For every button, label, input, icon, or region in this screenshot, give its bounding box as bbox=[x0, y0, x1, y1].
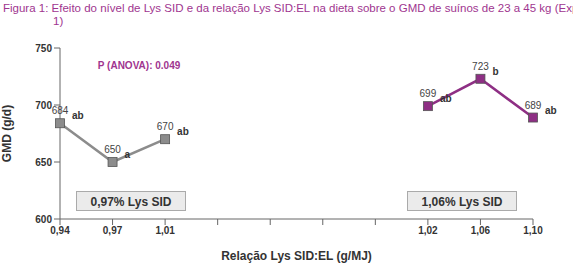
svg-text:GMD (g/d): GMD (g/d) bbox=[8, 105, 14, 162]
svg-text:0,97: 0,97 bbox=[103, 225, 123, 236]
svg-text:1,06: 1,06 bbox=[471, 225, 491, 236]
svg-text:723: 723 bbox=[472, 61, 489, 72]
html-text:0,97% Lys SID: 0,97% Lys SID bbox=[90, 195, 172, 209]
svg-text:Relação Lys SID:EL (g/MJ): Relação Lys SID:EL (g/MJ) bbox=[221, 249, 372, 263]
svg-text:600: 600 bbox=[35, 214, 52, 225]
svg-text:684: 684 bbox=[52, 105, 69, 116]
svg-text:750: 750 bbox=[35, 43, 52, 54]
html-text:P (ANOVA): 0.049: P (ANOVA): 0.049 bbox=[97, 60, 181, 71]
svg-text:650: 650 bbox=[104, 144, 121, 155]
svg-text:ab: ab bbox=[545, 105, 557, 116]
svg-text:a: a bbox=[125, 149, 131, 160]
svg-text:0,94: 0,94 bbox=[50, 225, 70, 236]
svg-text:1,10: 1,10 bbox=[523, 225, 543, 236]
svg-text:689: 689 bbox=[525, 100, 542, 111]
svg-text:ab: ab bbox=[177, 126, 189, 137]
svg-text:ab: ab bbox=[72, 110, 84, 121]
svg-text:699: 699 bbox=[420, 88, 437, 99]
svg-text:1,01: 1,01 bbox=[155, 225, 175, 236]
svg-text:670: 670 bbox=[157, 121, 174, 132]
svg-text:650: 650 bbox=[35, 157, 52, 168]
svg-text:ab: ab bbox=[440, 93, 452, 104]
svg-text:1,02: 1,02 bbox=[418, 225, 438, 236]
html-text:1,06% Lys SID: 1,06% Lys SID bbox=[421, 195, 503, 209]
svg-text:700: 700 bbox=[35, 100, 52, 111]
svg-text:b: b bbox=[492, 66, 498, 77]
